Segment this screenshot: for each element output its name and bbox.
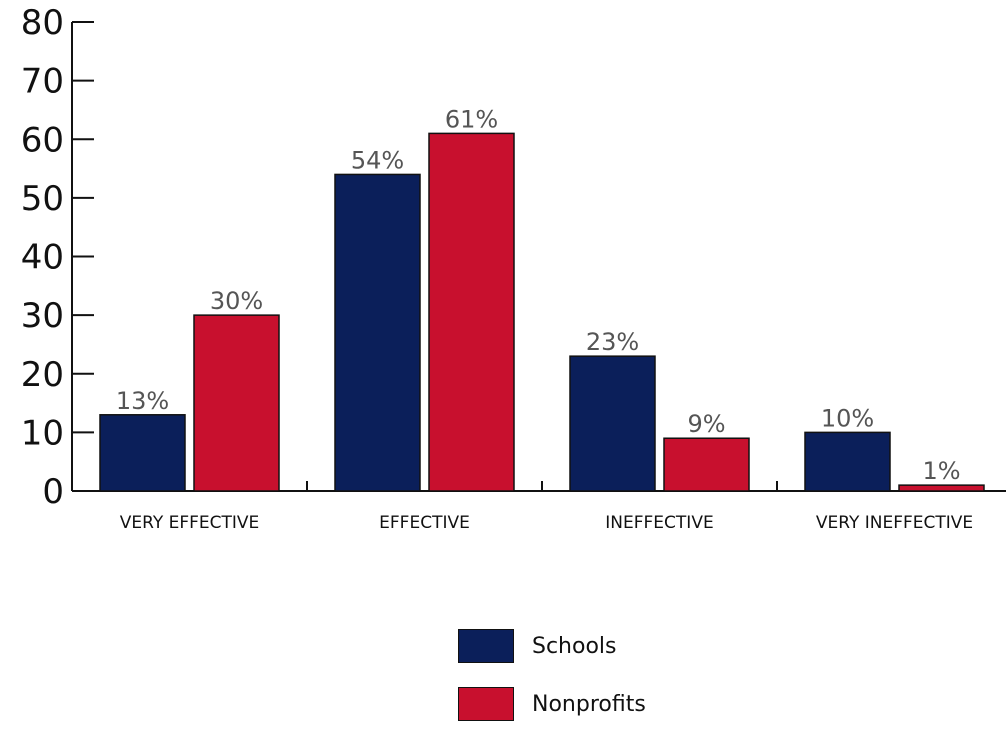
- data-label: 61%: [445, 105, 498, 133]
- bar-nonprofits-2: [664, 438, 749, 491]
- y-tick-label: 0: [42, 472, 64, 512]
- legend-swatch-schools: [458, 629, 514, 663]
- bar-schools-3: [805, 432, 890, 491]
- y-tick-label: 20: [21, 355, 64, 395]
- data-label: 54%: [351, 146, 404, 174]
- legend-item-schools: Schools: [458, 628, 646, 664]
- data-label: 23%: [586, 328, 639, 356]
- bar-chart: 0 10 20 30 40 50 60 70 80 13% 30% VERY EFFECTIVE 54…: [0, 0, 1006, 560]
- bar-nonprofits-1: [429, 133, 514, 491]
- y-tick-label: 60: [21, 120, 64, 160]
- legend-label-schools: Schools: [532, 634, 617, 659]
- data-label: 30%: [210, 287, 263, 315]
- legend: Schools Nonprofits: [458, 628, 646, 744]
- data-label: 1%: [922, 457, 960, 485]
- data-label: 13%: [116, 387, 169, 415]
- x-category-label: EFFECTIVE: [379, 513, 470, 533]
- y-tick-label: 30: [21, 296, 64, 336]
- y-tick-label: 40: [21, 238, 64, 278]
- legend-label-nonprofits: Nonprofits: [532, 692, 646, 717]
- y-tick-label: 50: [21, 179, 64, 219]
- y-tick-label: 80: [21, 3, 64, 43]
- legend-item-nonprofits: Nonprofits: [458, 686, 646, 722]
- x-category-label: VERY EFFECTIVE: [120, 513, 260, 533]
- bar-schools-2: [570, 356, 655, 491]
- data-label: 10%: [821, 404, 874, 432]
- y-tick-label: 70: [21, 62, 64, 102]
- bar-schools-0: [100, 415, 185, 491]
- bar-nonprofits-0: [194, 315, 279, 491]
- bar-nonprofits-3: [899, 485, 984, 491]
- bar-schools-1: [335, 174, 420, 491]
- y-tick-label: 10: [21, 413, 64, 453]
- data-label: 9%: [687, 410, 725, 438]
- x-category-label: VERY INEFFECTIVE: [816, 513, 973, 533]
- x-category-label: INEFFECTIVE: [605, 513, 713, 533]
- legend-swatch-nonprofits: [458, 687, 514, 721]
